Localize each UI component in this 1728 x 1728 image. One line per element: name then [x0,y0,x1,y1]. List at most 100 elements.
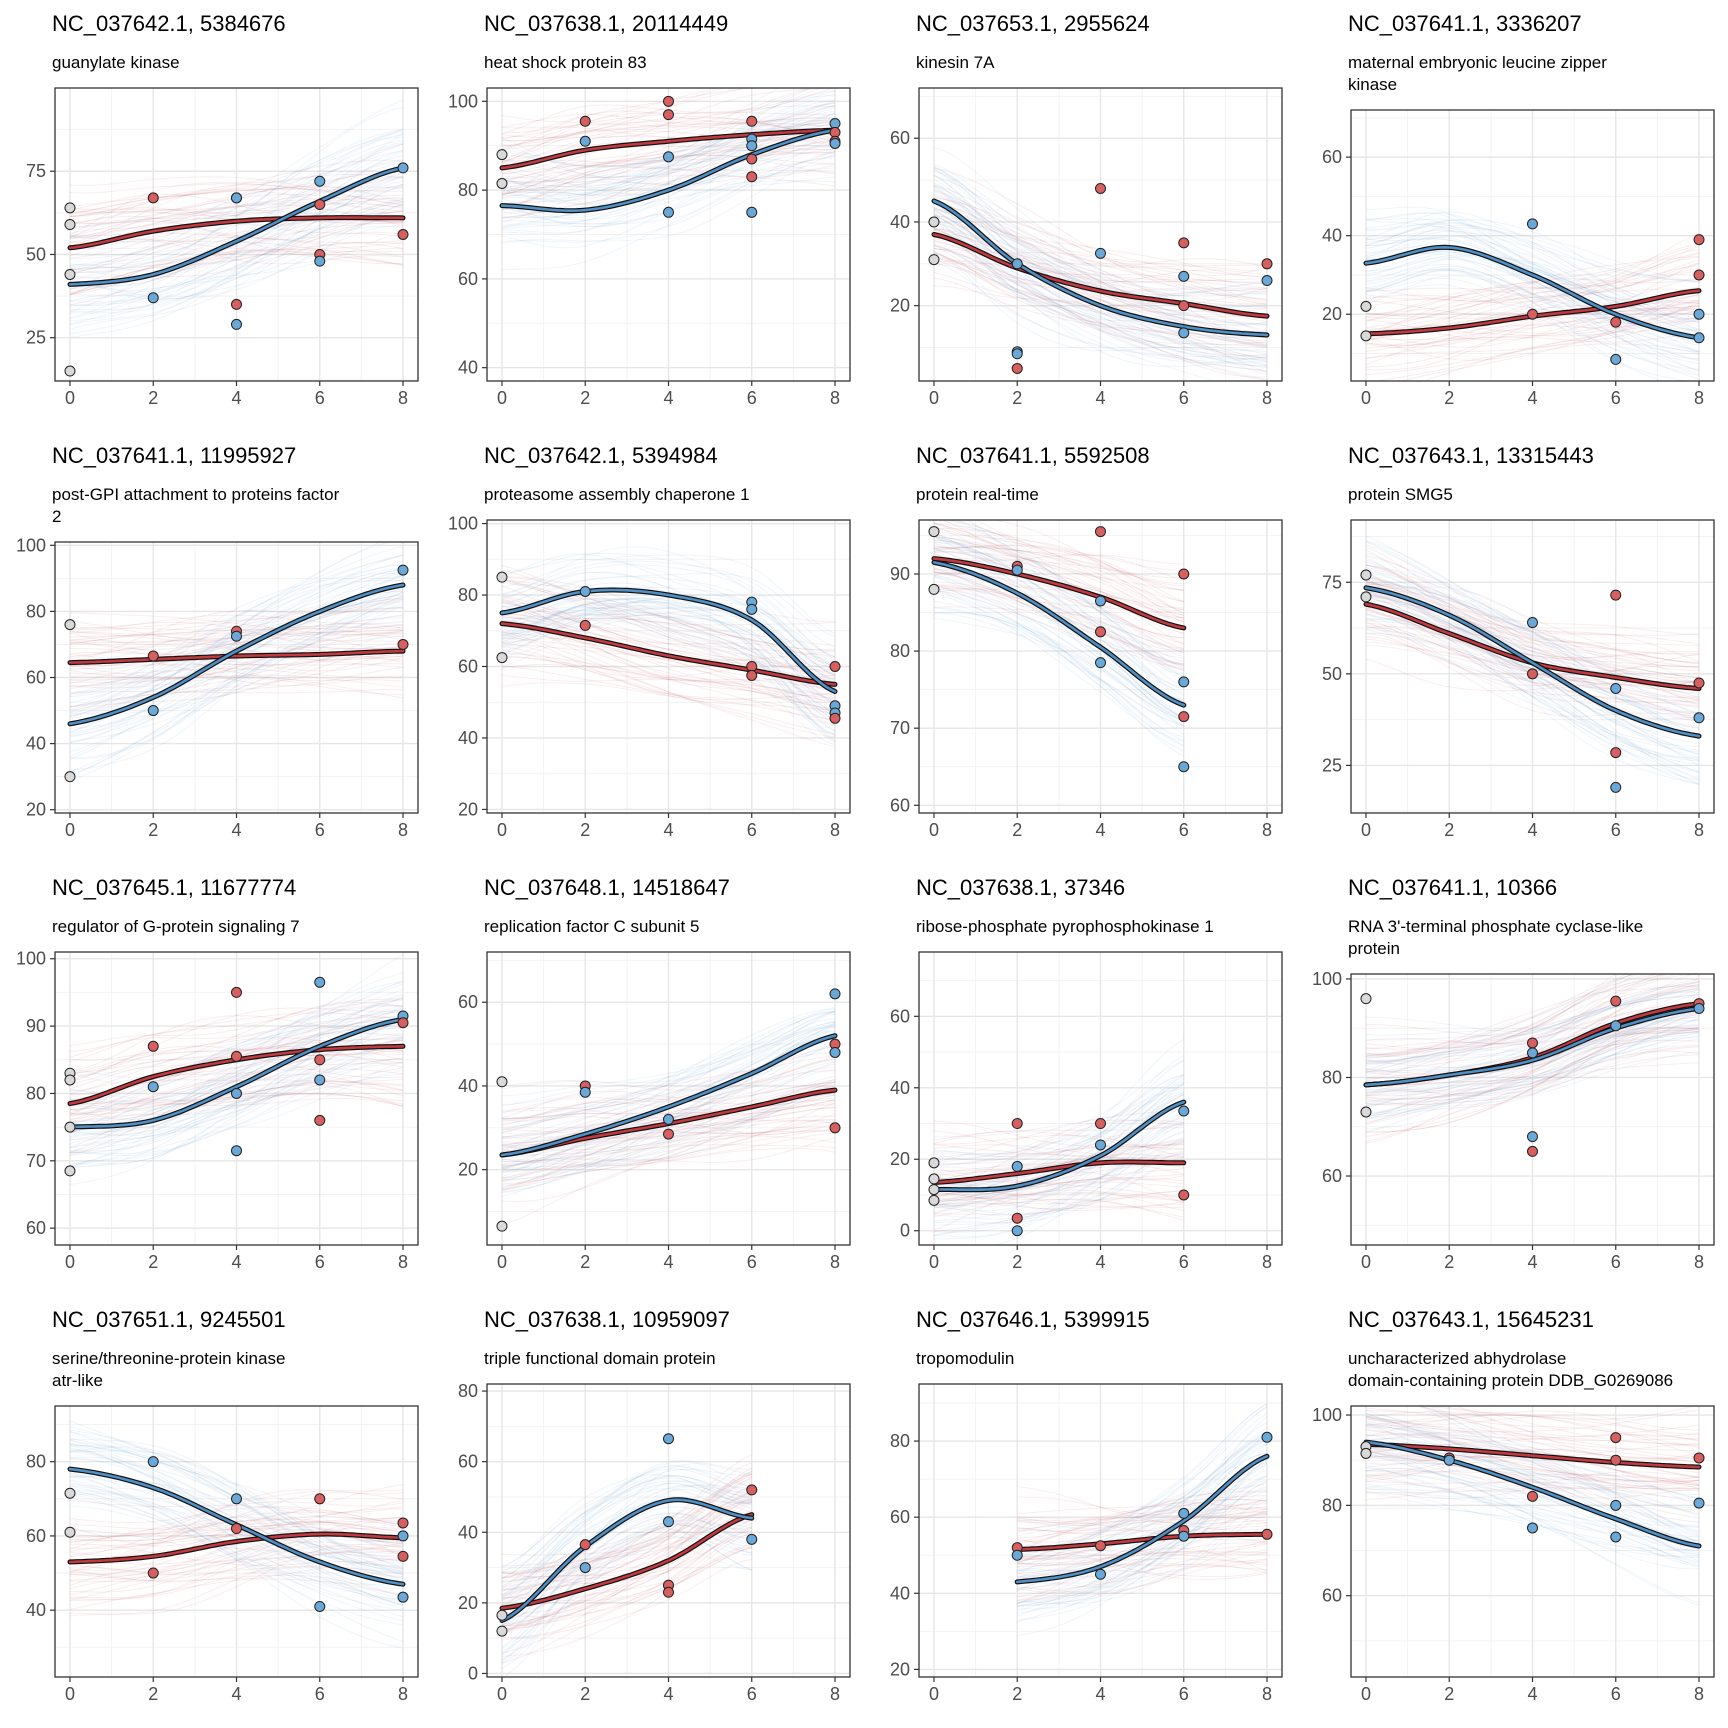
data-point [663,109,674,121]
panel-title: NC_037643.1, 13315443 [1348,443,1594,468]
data-point [314,1114,326,1126]
x-tick-label: 4 [1095,1252,1105,1272]
x-tick-label: 8 [830,1684,840,1704]
data-point [1360,1106,1372,1118]
x-tick-label: 2 [1012,1252,1022,1272]
data-point [64,268,76,280]
y-tick-label: 80 [1322,1067,1342,1087]
x-tick-label: 6 [1179,388,1189,408]
data-point [397,162,409,174]
blue-fit-line [68,583,405,726]
data-point [1610,1020,1622,1032]
red-fit-line [932,233,1269,318]
data-point [231,1050,242,1062]
y-tick-label: 40 [458,358,478,378]
x-tick-label: 8 [1262,1252,1272,1272]
y-tick-label: 90 [26,1016,46,1036]
x-tick-label: 6 [1179,1684,1189,1704]
data-point [1693,712,1705,724]
y-tick-label: 70 [26,1151,46,1171]
data-point [663,206,674,218]
y-tick-label: 0 [468,1663,478,1683]
blue-fit-line [1015,1455,1269,1584]
data-point [1011,362,1023,374]
data-point [1095,1568,1106,1580]
y-tick-label: 40 [890,212,910,232]
y-tick-label: 20 [890,1149,910,1169]
x-tick-label: 4 [1527,1684,1537,1704]
x-tick-label: 4 [1095,820,1105,840]
data-point [1360,569,1372,581]
red-fit-line [500,128,837,170]
y-tick-label: 40 [890,1078,910,1098]
x-tick-label: 4 [663,388,673,408]
blue-fit-line [932,561,1186,707]
x-tick-label: 8 [830,388,840,408]
x-tick-label: 0 [1361,388,1371,408]
x-tick-label: 0 [929,1252,939,1272]
data-point [64,365,76,377]
data-point [496,177,508,189]
facet-panel-1: NC_037642.1, 5384676 guanylate kinase 0 2 4 6… [26,11,419,408]
y-tick-label: 60 [458,992,478,1012]
panel-title: NC_037638.1, 37346 [916,875,1125,900]
red-fit-line [68,216,405,250]
red-posterior-draws [933,1108,1184,1232]
x-tick-label: 6 [747,1684,757,1704]
data-point [829,661,841,672]
facet-panel-7: NC_037641.1, 5592508 protein real-time 0 2 4… [890,443,1283,840]
y-tick-label: 40 [890,1583,910,1603]
data-point [1360,330,1372,342]
data-point [928,1157,940,1169]
y-tick-label: 70 [890,718,910,738]
y-tick-label: 80 [890,641,910,661]
panel-subtitle: serine/threonine-protein kinase [52,1349,285,1368]
panel-subtitle: replication factor C subunit 5 [484,917,699,936]
data-point [231,1087,242,1099]
panel-subtitle: regulator of G-protein signaling 7 [52,917,300,936]
data-point [1693,308,1705,320]
data-point [147,292,159,304]
red-fit-line [68,1532,405,1564]
data-point [1610,589,1622,601]
data-point [746,171,758,183]
x-tick-label: 2 [1012,1684,1022,1704]
data-point [1527,308,1538,320]
x-tick-label: 6 [747,1252,757,1272]
facet-panel-6: NC_037642.1, 5394984 proteasome assembly … [448,443,851,840]
x-tick-label: 6 [747,388,757,408]
blue-fit-line [68,1018,405,1129]
x-tick-label: 2 [148,820,158,840]
data-point [231,192,242,204]
data-point [147,1040,159,1052]
data-point [1095,1139,1106,1151]
y-tick-label: 60 [890,1507,910,1527]
data-point [1178,568,1190,580]
data-point [1360,1447,1372,1459]
data-point [746,1533,758,1545]
panel-subtitle: kinesin 7A [916,53,995,72]
data-point [397,564,409,576]
data-point [579,1562,591,1574]
data-point [397,638,409,650]
x-tick-label: 6 [1611,1684,1621,1704]
data-point [1610,316,1622,328]
data-point [231,1145,242,1157]
y-tick-label: 20 [458,1593,478,1613]
data-point [1095,626,1106,638]
panel-title: NC_037646.1, 5399915 [916,1307,1150,1332]
x-tick-label: 2 [148,388,158,408]
x-tick-label: 2 [148,1684,158,1704]
panel-subtitle: proteasome assembly chaperone 1 [484,485,750,504]
data-point [1095,1540,1106,1552]
data-point [1527,1145,1538,1157]
y-tick-label: 60 [458,269,478,289]
red-posterior-draws [1365,974,1700,1144]
data-point [1443,1454,1455,1466]
y-tick-label: 20 [890,296,910,316]
blue-fit-line [932,199,1269,337]
y-tick-label: 60 [890,795,910,815]
data-point [746,669,758,681]
panel-title: NC_037641.1, 10366 [1348,875,1557,900]
x-tick-label: 4 [1095,1684,1105,1704]
